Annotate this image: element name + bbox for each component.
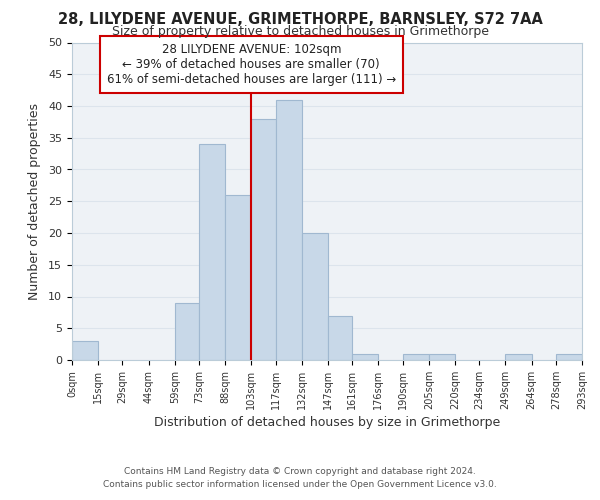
Text: Contains HM Land Registry data © Crown copyright and database right 2024.
Contai: Contains HM Land Registry data © Crown c…: [103, 468, 497, 489]
Bar: [72, 341, 98, 360]
Bar: [251, 118, 275, 360]
Bar: [328, 316, 352, 360]
Bar: [403, 354, 429, 360]
Bar: [556, 354, 582, 360]
Text: 28 LILYDENE AVENUE: 102sqm
← 39% of detached houses are smaller (70)
61% of semi: 28 LILYDENE AVENUE: 102sqm ← 39% of deta…: [107, 43, 396, 86]
Bar: [302, 233, 328, 360]
Y-axis label: Number of detached properties: Number of detached properties: [28, 103, 41, 300]
Bar: [199, 144, 225, 360]
Bar: [175, 303, 199, 360]
Bar: [429, 354, 455, 360]
Bar: [275, 100, 302, 360]
Text: Size of property relative to detached houses in Grimethorpe: Size of property relative to detached ho…: [112, 25, 488, 38]
X-axis label: Distribution of detached houses by size in Grimethorpe: Distribution of detached houses by size …: [154, 416, 500, 429]
Bar: [225, 195, 251, 360]
Bar: [505, 354, 532, 360]
Bar: [352, 354, 379, 360]
Text: 28, LILYDENE AVENUE, GRIMETHORPE, BARNSLEY, S72 7AA: 28, LILYDENE AVENUE, GRIMETHORPE, BARNSL…: [58, 12, 542, 28]
